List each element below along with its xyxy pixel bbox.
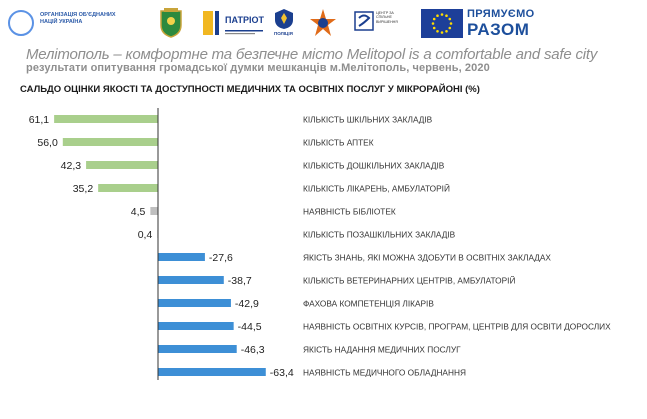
bar: [54, 115, 158, 123]
bar-value-label: -63,4: [270, 367, 294, 379]
eu-star: [445, 29, 448, 33]
bar-value-label: -44,5: [238, 321, 262, 333]
bar: [158, 345, 237, 353]
police-logo-label: ПОЛІЦІЯ: [274, 31, 293, 36]
sdo-logo: ЦЕНТР ЗА СПІЛЬНЕ ВИРІШЕННЯ: [354, 8, 410, 38]
bar-value-label: -27,6: [209, 252, 233, 264]
bar-value-label: -42,9: [235, 298, 259, 310]
category-label: КІЛЬКІСТЬ ПОЗАШКІЛЬНИХ ЗАКЛАДІВ: [303, 230, 456, 240]
category-label: ФАХОВА КОМПЕТЕНЦІЯ ЛІКАРІВ: [303, 299, 434, 309]
category-label: КІЛЬКІСТЬ ВЕТЕРИНАРНИХ ЦЕНТРІВ, АМБУЛАТО…: [303, 275, 515, 286]
un-logo-text: ОРГАНІЗАЦІЯ ОБ'ЄДНАНИХ НАЦІЙ УКРАЇНА: [40, 12, 116, 25]
tagline: Мелітополь – комфортне та безпечне місто…: [26, 46, 598, 63]
category-label: КІЛЬКІСТЬ ШКІЛЬНИХ ЗАКЛАДІВ: [303, 115, 433, 125]
bar-value-label: 42,3: [61, 160, 82, 172]
bar-value-label: 4,5: [131, 206, 146, 218]
eu-star: [431, 22, 435, 25]
bar: [158, 299, 231, 307]
bar: [158, 276, 224, 284]
category-label: КІЛЬКІСТЬ АПТЕК: [303, 138, 374, 148]
category-label: КІЛЬКІСТЬ ДОШКІЛЬНИХ ЗАКЛАДІВ: [303, 161, 445, 171]
patriot-logo: ПАТРІОТ: [203, 8, 265, 38]
bar-value-label: 61,1: [29, 114, 50, 126]
bar-value-label: -46,3: [241, 344, 265, 356]
eu-star: [440, 13, 444, 16]
survey-subtitle: результати опитування громадської думки …: [26, 62, 490, 74]
bar-value-label: 35,2: [73, 183, 94, 195]
razom-logo-top: ПРЯМУЄМО: [467, 8, 535, 20]
bar: [158, 322, 234, 330]
eu-star: [436, 14, 439, 18]
razom-logo: ПРЯМУЄМО РАЗОМ: [467, 6, 539, 40]
melitopol-coat-of-arms-icon: [158, 8, 184, 38]
bar: [98, 184, 158, 192]
eu-star: [440, 31, 444, 34]
partner-logos: ОРГАНІЗАЦІЯ ОБ'ЄДНАНИХ НАЦІЙ УКРАЇНА ПАТ…: [0, 0, 647, 44]
category-label: НАЯВНІСТЬ ОСВІТНІХ КУРСІВ, ПРОГРАМ, ЦЕНТ…: [303, 322, 611, 332]
dsns-emblem-icon: [309, 8, 337, 38]
bar-value-label: -38,7: [228, 275, 252, 287]
bar: [86, 161, 158, 169]
eu-star: [436, 29, 439, 33]
police-logo: ПОЛІЦІЯ: [274, 8, 294, 38]
chart-title: САЛЬДО ОЦІНКИ ЯКОСТІ ТА ДОСТУПНОСТІ МЕДИ…: [20, 84, 480, 95]
category-label: НАЯВНІСТЬ БІБЛІОТЕК: [303, 207, 396, 217]
bar: [62, 138, 158, 146]
un-logo: ОРГАНІЗАЦІЯ ОБ'ЄДНАНИХ НАЦІЙ УКРАЇНА: [8, 8, 118, 38]
bar: [158, 253, 205, 261]
sdo-logo-text: ЦЕНТР ЗА СПІЛЬНЕ ВИРІШЕННЯ: [376, 11, 398, 24]
category-label: КІЛЬКІСТЬ ЛІКАРЕНЬ, АМБУЛАТОРІЙ: [303, 183, 450, 194]
eu-star: [448, 26, 452, 30]
eu-star: [432, 17, 436, 21]
bar: [150, 207, 158, 215]
razom-logo-bottom: РАЗОМ: [467, 20, 530, 39]
bar-value-label: 0,4: [138, 229, 153, 241]
category-label: ЯКІСТЬ НАДАННЯ МЕДИЧНИХ ПОСЛУГ: [303, 345, 461, 355]
bar: [158, 368, 266, 376]
eu-star: [445, 14, 448, 18]
category-label: ЯКІСТЬ ЗНАНЬ, ЯКІ МОЖНА ЗДОБУТИ В ОСВІТН…: [303, 253, 551, 263]
un-emblem-icon: [8, 10, 34, 36]
eu-star: [448, 17, 452, 21]
patriot-logo-label: ПАТРІОТ: [225, 15, 265, 25]
eu-flag-icon: [421, 9, 463, 38]
eu-star: [449, 22, 453, 25]
category-label: НАЯВНІСТЬ МЕДИЧНОГО ОБЛАДНАННЯ: [303, 368, 466, 378]
bar-value-label: 56,0: [37, 137, 58, 149]
eu-star: [432, 26, 436, 30]
